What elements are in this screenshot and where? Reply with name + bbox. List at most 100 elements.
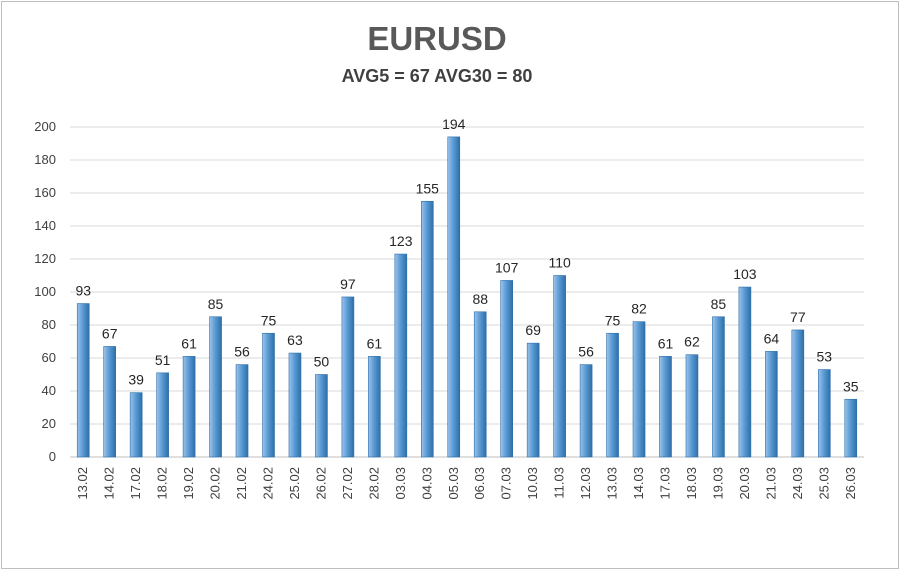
data-label: 85 (711, 296, 727, 312)
data-label: 35 (843, 378, 859, 394)
bar-05.03 (447, 136, 461, 458)
data-label: 194 (442, 116, 466, 132)
y-tick-label: 20 (42, 416, 56, 431)
bar-28.02 (368, 356, 381, 458)
x-tick-label: 25.02 (287, 467, 302, 500)
y-tick-label: 100 (34, 284, 56, 299)
y-tick-label: 0 (49, 449, 56, 464)
data-label: 61 (367, 335, 383, 351)
x-tick-label: 28.02 (366, 467, 381, 500)
x-tick-label: 24.02 (261, 467, 276, 500)
bar-25.03 (817, 369, 831, 458)
y-tick-label: 200 (34, 119, 56, 134)
bar-13.03 (606, 332, 619, 458)
y-tick-label: 140 (34, 218, 56, 233)
data-label: 39 (128, 372, 144, 388)
x-tick-label: 18.03 (684, 467, 699, 500)
x-tick-label: 14.03 (631, 467, 646, 500)
bar-17.03 (659, 356, 672, 458)
x-tick-label: 04.03 (419, 467, 434, 500)
x-tick-label: 19.03 (710, 467, 725, 500)
bar-14.02 (103, 346, 116, 458)
bar-10.03 (526, 342, 540, 458)
x-tick-label: 20.03 (737, 467, 752, 500)
bar-26.03 (844, 398, 858, 458)
y-axis: 0 20 40 60 80 100 120 140 160 180 200 (34, 119, 56, 464)
bar-25.02 (288, 352, 302, 458)
data-label: 67 (102, 325, 118, 341)
data-label: 155 (416, 180, 440, 196)
bar-20.03 (738, 286, 752, 458)
data-label: 77 (790, 309, 806, 325)
x-tick-label: 24.03 (790, 467, 805, 500)
bar-24.03 (791, 329, 805, 458)
data-label: 50 (314, 354, 330, 370)
data-label: 61 (658, 335, 674, 351)
data-label: 107 (495, 259, 519, 275)
bar-03.03 (394, 253, 408, 458)
data-label: 61 (181, 335, 197, 351)
data-label: 62 (684, 334, 700, 350)
data-label: 93 (75, 283, 91, 299)
x-tick-label: 17.03 (658, 467, 673, 500)
data-label: 75 (605, 312, 621, 328)
data-label: 85 (208, 296, 224, 312)
x-tick-label: 06.03 (472, 467, 487, 500)
x-tick-label: 26.03 (843, 467, 858, 500)
x-tick-label: 19.02 (181, 467, 196, 500)
data-label: 56 (578, 344, 594, 360)
x-tick-label: 20.02 (208, 467, 223, 500)
x-tick-label: 18.02 (155, 467, 170, 500)
x-tick-label: 25.03 (816, 467, 831, 500)
x-tick-label: 13.02 (75, 467, 90, 500)
x-tick-label: 07.03 (499, 467, 514, 500)
y-tick-label: 40 (42, 383, 56, 398)
data-label: 123 (389, 233, 413, 249)
bar-18.02 (156, 372, 169, 458)
bar-07.03 (500, 280, 514, 458)
x-tick-label: 05.03 (446, 467, 461, 500)
y-tick-label: 60 (42, 350, 56, 365)
bar-18.03 (685, 354, 699, 458)
bar-20.02 (209, 316, 222, 458)
bars (76, 136, 858, 458)
bar-17.02 (129, 392, 143, 458)
y-tick-label: 160 (34, 185, 56, 200)
bar-12.03 (579, 364, 593, 458)
bar-04.03 (420, 200, 434, 458)
data-label: 88 (472, 291, 488, 307)
bar-24.02 (262, 332, 275, 458)
bar-26.02 (315, 374, 328, 458)
x-tick-label: 21.03 (763, 467, 778, 500)
y-tick-label: 120 (34, 251, 56, 266)
chart-title: EURUSD (367, 20, 507, 57)
x-axis: 13.02 14.02 17.02 18.02 19.02 20.02 21.02 24.02… (75, 467, 858, 500)
data-label: 75 (261, 312, 277, 328)
data-labels: 93 67 39 51 61 85 56 75 63 50 97 61 123 155 194 88 107 69… (75, 116, 858, 394)
bar-27.02 (341, 296, 355, 458)
x-tick-label: 10.03 (525, 467, 540, 500)
data-label: 69 (525, 322, 541, 338)
data-label: 63 (287, 332, 303, 348)
data-label: 56 (234, 344, 250, 360)
x-tick-label: 13.03 (605, 467, 620, 500)
data-label: 53 (817, 349, 833, 365)
x-tick-label: 27.02 (340, 467, 355, 500)
chart-subtitle: AVG5 = 67 AVG30 = 80 (341, 66, 533, 86)
bar-06.03 (473, 311, 487, 458)
bar-21.03 (765, 351, 778, 458)
data-label: 103 (733, 266, 757, 282)
bar-19.03 (712, 316, 725, 458)
y-tick-label: 80 (42, 317, 56, 332)
gridlines (70, 126, 864, 458)
bar-21.02 (235, 364, 249, 458)
data-label: 97 (340, 276, 356, 292)
bar-11.03 (553, 275, 566, 458)
x-tick-label: 21.02 (234, 467, 249, 500)
y-tick-label: 180 (34, 152, 56, 167)
data-label: 64 (764, 330, 780, 346)
data-label: 110 (548, 255, 571, 271)
x-tick-label: 03.03 (393, 467, 408, 500)
